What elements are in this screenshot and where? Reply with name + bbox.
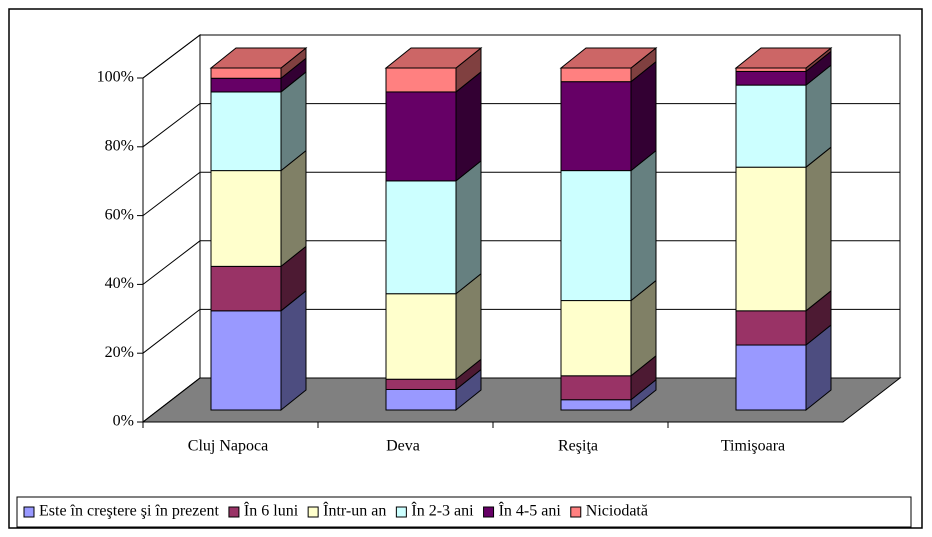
bar xyxy=(385,91,457,182)
legend-label: Este în creştere şi în prezent xyxy=(39,503,219,520)
bar xyxy=(385,293,457,380)
legend-swatch xyxy=(570,506,582,518)
grid-line xyxy=(142,171,900,216)
grid-line xyxy=(142,240,900,285)
bar-side xyxy=(455,159,482,295)
legend-label: În 2-3 ani xyxy=(411,501,474,520)
y-tick-label: 20% xyxy=(105,344,134,361)
legend-swatch xyxy=(228,506,240,518)
legend-label: Într-un an xyxy=(323,501,386,520)
legend-label: În 6 luni xyxy=(244,501,299,520)
grid-line xyxy=(142,103,900,148)
bar-top xyxy=(384,47,483,69)
bar-side xyxy=(630,149,657,302)
bar xyxy=(735,70,807,86)
bar-top xyxy=(559,47,658,69)
bar-side xyxy=(280,289,307,412)
bar xyxy=(385,180,457,295)
bar xyxy=(560,300,632,377)
bar-top xyxy=(734,47,833,69)
legend-label: În 4-5 ani xyxy=(499,501,562,520)
bar xyxy=(560,375,632,401)
x-tick-label: Deva xyxy=(386,438,420,455)
x-tick-label: Reşiţa xyxy=(558,438,598,455)
bar xyxy=(210,77,282,93)
bar xyxy=(735,67,807,72)
bar xyxy=(735,84,807,168)
legend-swatch xyxy=(307,506,319,518)
bar xyxy=(735,166,807,312)
y-tick-label: 80% xyxy=(105,137,134,154)
bar xyxy=(385,388,457,411)
bar xyxy=(560,399,632,411)
bar xyxy=(210,265,282,312)
y-tick-label: 100% xyxy=(97,69,134,86)
grid-line xyxy=(142,377,900,423)
legend-swatch xyxy=(483,506,495,518)
y-tick-label: 0% xyxy=(113,413,134,430)
bar xyxy=(560,81,632,172)
y-tick-label: 60% xyxy=(105,206,134,223)
legend-swatch xyxy=(395,506,407,518)
x-tick-label: Cluj Napoca xyxy=(188,438,268,455)
bar-side xyxy=(805,146,832,312)
legend-label: Niciodată xyxy=(586,503,648,520)
bar-top xyxy=(209,47,308,69)
x-tick-label: Timişoara xyxy=(721,438,785,455)
bar xyxy=(385,67,457,93)
bar xyxy=(210,91,282,172)
grid-line xyxy=(142,308,900,354)
bar xyxy=(210,310,282,411)
bar xyxy=(735,344,807,411)
grid-line xyxy=(142,34,900,79)
bar xyxy=(560,67,632,83)
bar xyxy=(210,67,282,79)
bar xyxy=(560,170,632,302)
legend-box xyxy=(16,496,912,528)
legend-swatch xyxy=(23,506,35,518)
bar xyxy=(385,378,457,390)
side-wall xyxy=(142,33,201,424)
legend: Este în creştere şi în prezent În 6 luni Î… xyxy=(23,501,648,520)
bar xyxy=(735,310,807,346)
y-tick-label: 40% xyxy=(105,275,134,292)
bar xyxy=(210,170,282,267)
